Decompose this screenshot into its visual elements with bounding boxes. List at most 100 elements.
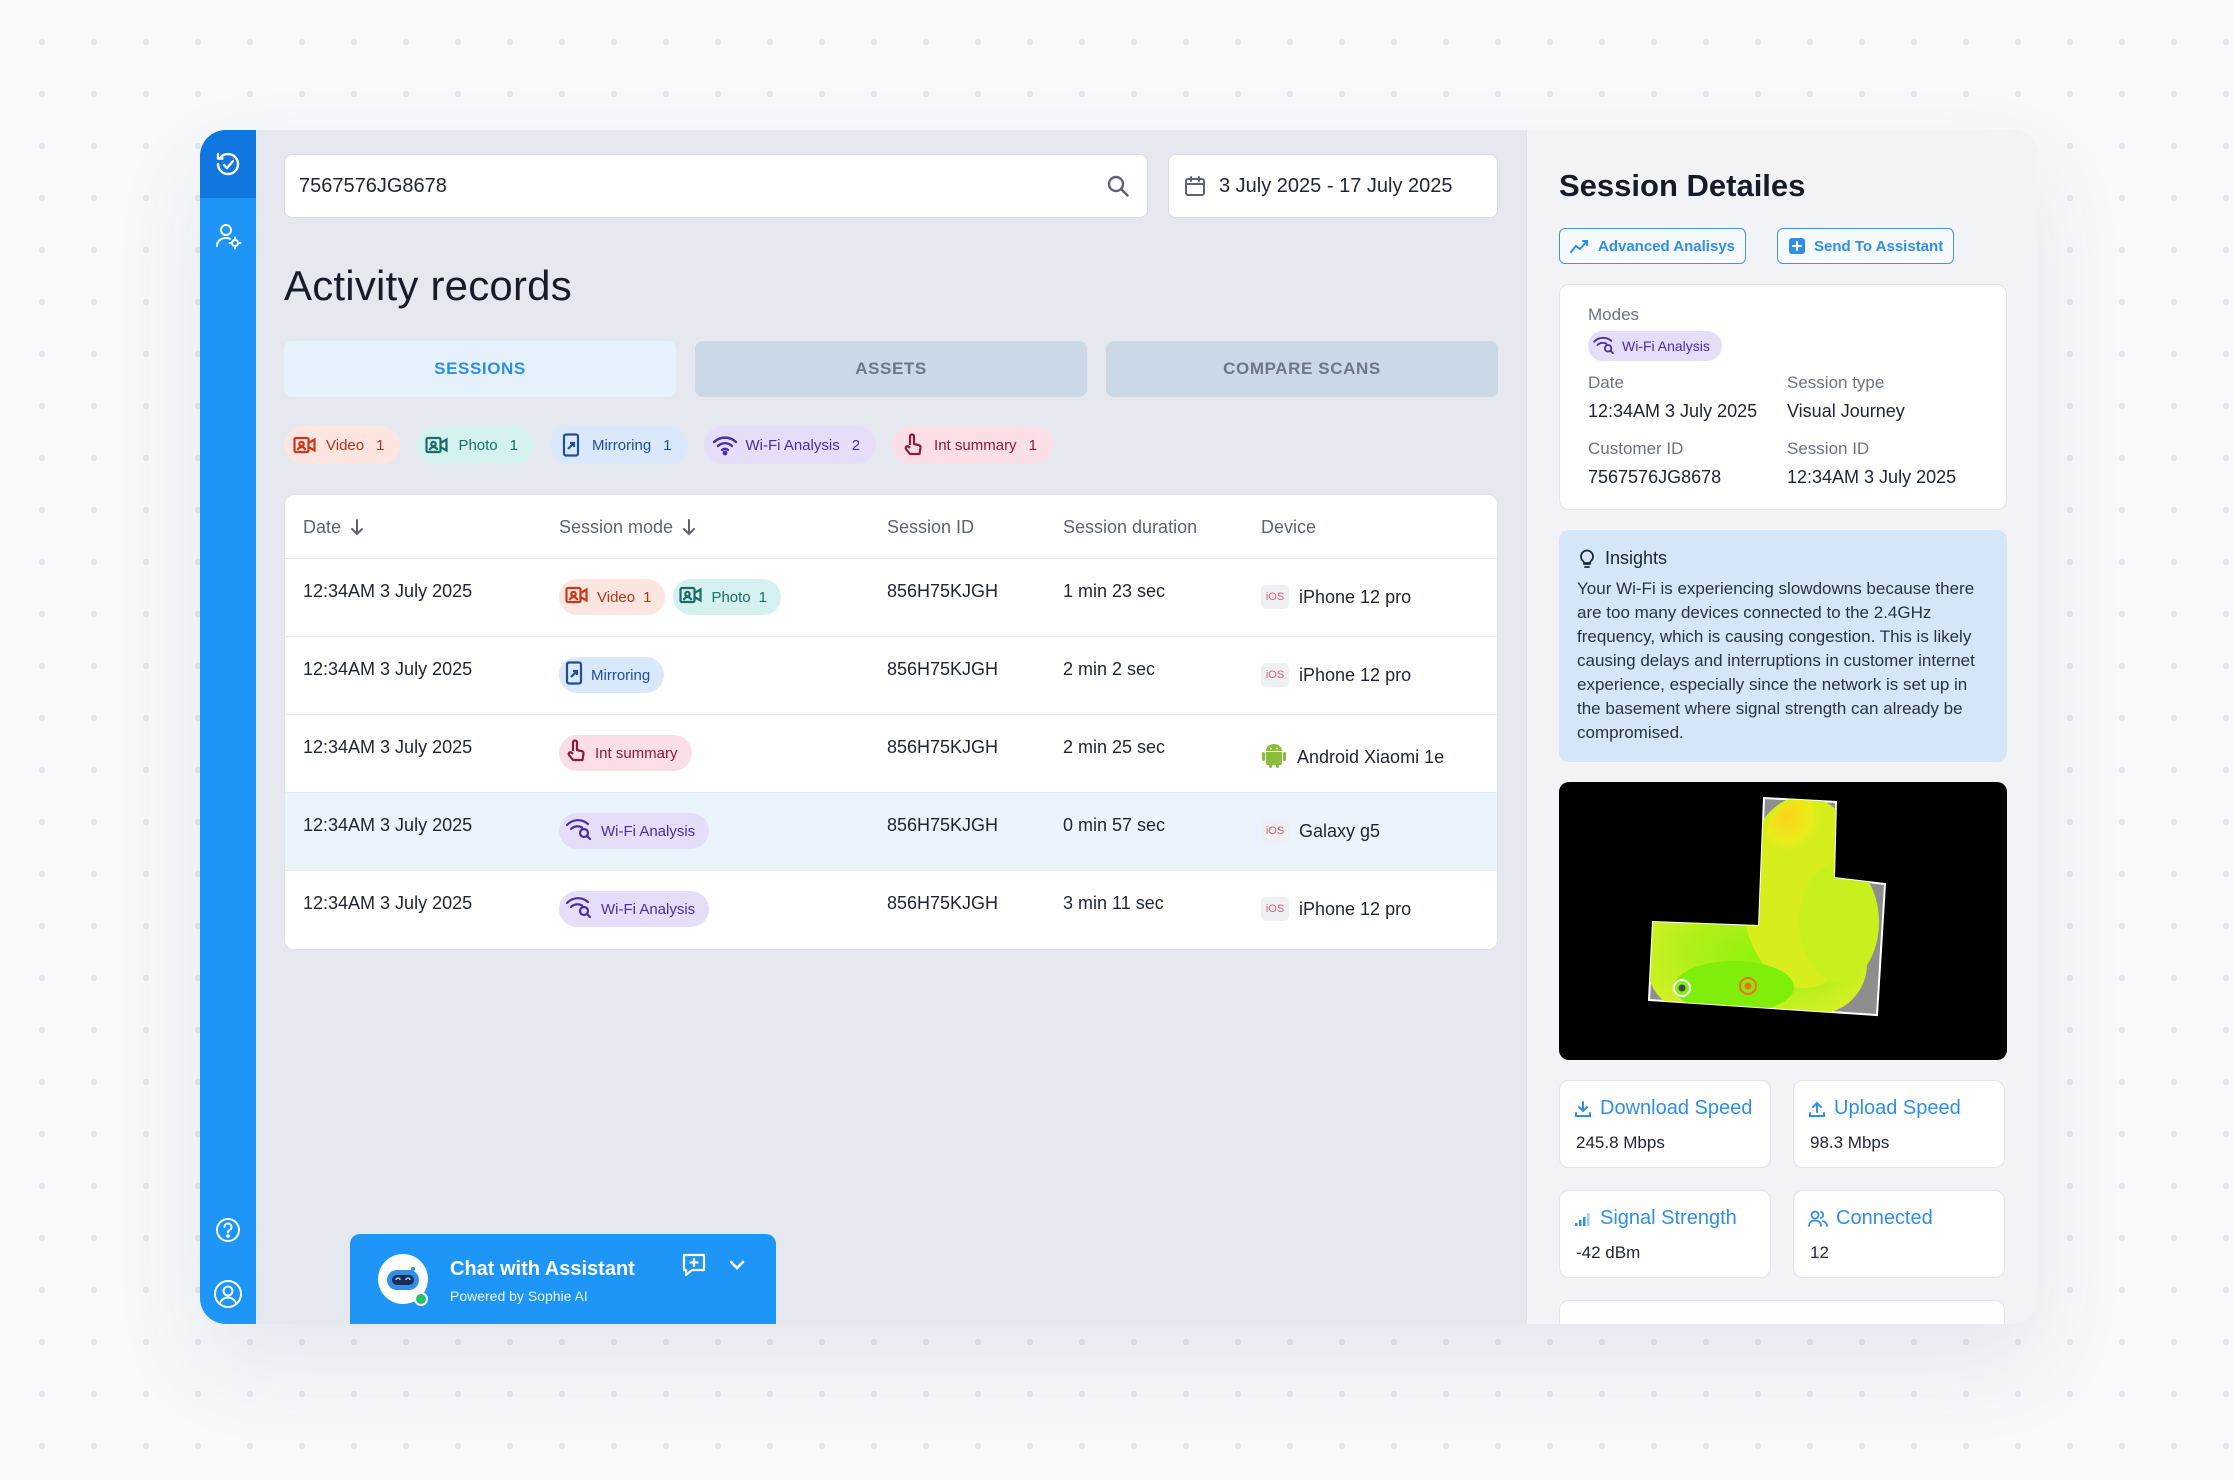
row-date: 12:34AM 3 July 2025 (303, 815, 473, 835)
filter-chip-wifi-analysis[interactable]: Wi-Fi Analysis 2 (703, 426, 877, 464)
collapse-chat-button[interactable] (726, 1254, 748, 1281)
table-row[interactable]: 12:34AM 3 July 2025 Int summary 856H75KJ… (285, 715, 1497, 793)
sidebar (200, 130, 256, 1324)
table-row-selected[interactable]: 12:34AM 3 July 2025 Wi-Fi Analysis 856H7… (285, 793, 1497, 871)
profile-icon (214, 1280, 242, 1308)
ios-icon: iOS (1261, 897, 1289, 921)
device-column-header: Device (1261, 495, 1316, 559)
video-icon (292, 432, 318, 458)
insights-card: Insights Your Wi-Fi is experiencing slow… (1559, 530, 2007, 762)
metric-label: Upload Speed (1834, 1097, 1961, 1119)
ios-icon: iOS (1261, 819, 1289, 843)
session-id-column-header: Session ID (887, 495, 974, 559)
mode-chip-mirroring: Mirroring (559, 657, 665, 693)
new-chat-button[interactable] (680, 1250, 708, 1283)
chat-widget[interactable]: Chat with Assistant Powered by Sophie AI (350, 1234, 776, 1324)
ios-icon: iOS (1261, 585, 1289, 609)
chat-title: Chat with Assistant (450, 1258, 635, 1280)
column-label: Date (303, 516, 342, 537)
row-modes: Wi-Fi Analysis (559, 891, 710, 927)
customer-id-label: Customer ID (1588, 439, 1684, 458)
column-label: Session ID (887, 516, 975, 537)
row-date: 12:34AM 3 July 2025 (303, 659, 473, 679)
session-mode-column-header[interactable]: Session mode (559, 495, 697, 559)
calendar-icon (1185, 176, 1205, 196)
user-settings-nav-button[interactable] (200, 214, 256, 258)
filter-chip-video[interactable]: Video 1 (284, 426, 401, 464)
row-duration: 2 min 2 sec (1063, 659, 1156, 679)
profile-button[interactable] (200, 1272, 256, 1316)
upload-icon (1809, 1101, 1825, 1117)
filter-chip-count: 1 (376, 436, 385, 454)
video-icon (565, 585, 589, 609)
mode-chip-label: Video (597, 588, 636, 606)
session-id-label: Session ID (1787, 439, 1870, 458)
touch-icon (900, 432, 926, 458)
metric-label: Download Speed (1600, 1097, 1753, 1119)
session-type-label: Session type (1787, 373, 1885, 392)
insights-title: Insights (1605, 548, 1668, 568)
session-details-panel: Session Detailes Advanced Analisys Send … (1526, 130, 2038, 1324)
row-modes: Mirroring (559, 657, 665, 693)
row-modes: Int summary (559, 735, 692, 771)
row-duration: 3 min 11 sec (1063, 893, 1164, 913)
session-type-value: Visual Journey (1787, 401, 1905, 421)
filter-chip-count: 1 (1028, 436, 1037, 454)
assistant-avatar (378, 1254, 428, 1304)
device-name: Android Xiaomi 1e (1297, 747, 1445, 767)
sort-down-icon (683, 519, 696, 536)
filter-chip-label: Mirroring (591, 436, 652, 454)
tab-bar: SESSIONS ASSETS COMPARE SCANS (284, 341, 1498, 397)
device-name: Galaxy g5 (1299, 820, 1381, 841)
send-to-assistant-button[interactable]: Send To Assistant (1777, 228, 1955, 264)
tab-sessions[interactable]: SESSIONS (284, 341, 676, 397)
wifi-heatmap[interactable] (1559, 782, 2007, 1060)
sort-down-icon (351, 519, 364, 536)
help-button[interactable] (200, 1210, 256, 1250)
column-label: Session duration (1063, 516, 1198, 537)
table-row[interactable]: 12:34AM 3 July 2025 Mirroring 856H75KJGH… (285, 637, 1497, 715)
wifi-scan-icon (1592, 336, 1616, 357)
device-name: iPhone 12 pro (1299, 898, 1412, 919)
wifi-scan-icon (565, 818, 593, 844)
advanced-analysis-button[interactable]: Advanced Analisys (1559, 228, 1746, 264)
search-field[interactable] (284, 154, 1148, 218)
photo-icon (424, 432, 450, 458)
row-modes: Video 1 Photo 1 (559, 579, 781, 615)
history-nav-button[interactable] (200, 130, 256, 198)
panel-title: Session Detailes (1559, 168, 1806, 203)
signal-icon (1575, 1212, 1590, 1226)
row-modes: Wi-Fi Analysis (559, 813, 710, 849)
button-label: Send To Assistant (1814, 237, 1944, 255)
page-title: Activity records (284, 262, 572, 309)
signal-strength-card: Signal Strength -42 dBm (1559, 1190, 1771, 1278)
mode-chip-wifi-analysis: Wi-Fi Analysis (559, 891, 710, 927)
date-label: Date (1588, 373, 1624, 392)
download-icon (1575, 1100, 1591, 1117)
search-input[interactable] (299, 174, 1105, 198)
new-message-icon (682, 1253, 706, 1277)
table-row[interactable]: 12:34AM 3 July 2025 Wi-Fi Analysis 856H7… (285, 871, 1497, 949)
column-label: Device (1261, 516, 1317, 537)
row-duration: 1 min 23 sec (1063, 581, 1166, 601)
history-icon (216, 152, 240, 176)
date-column-header[interactable]: Date (303, 495, 365, 559)
tab-compare-scans[interactable]: COMPARE SCANS (1106, 341, 1498, 397)
filter-chip-photo[interactable]: Photo 1 (416, 426, 534, 464)
device-name: iPhone 12 pro (1299, 586, 1412, 607)
row-device: iOS Galaxy g5 (1261, 819, 1380, 843)
filter-chip-int-summary[interactable]: Int summary 1 (892, 426, 1053, 464)
search-icon[interactable] (1105, 173, 1131, 199)
table-row[interactable]: 12:34AM 3 July 2025 Video 1 Photo 1 856H… (285, 559, 1497, 637)
tab-assets[interactable]: ASSETS (695, 341, 1087, 397)
mode-chip-wifi-analysis: Wi-Fi Analysis (559, 813, 710, 849)
photo-icon (679, 585, 703, 609)
filter-chip-count: 2 (851, 436, 861, 454)
session-info-card: Modes Wi-Fi Analysis Date 12:34AM 3 July… (1559, 284, 2007, 510)
date-range-picker[interactable]: 3 July 2025 - 17 July 2025 (1168, 154, 1498, 218)
mode-chip-count: 1 (758, 588, 767, 606)
users-icon (1808, 1210, 1828, 1227)
online-status-dot (414, 1292, 428, 1306)
row-session-id: 856H75KJGH (887, 659, 999, 679)
filter-chip-mirroring[interactable]: Mirroring 1 (549, 426, 688, 464)
